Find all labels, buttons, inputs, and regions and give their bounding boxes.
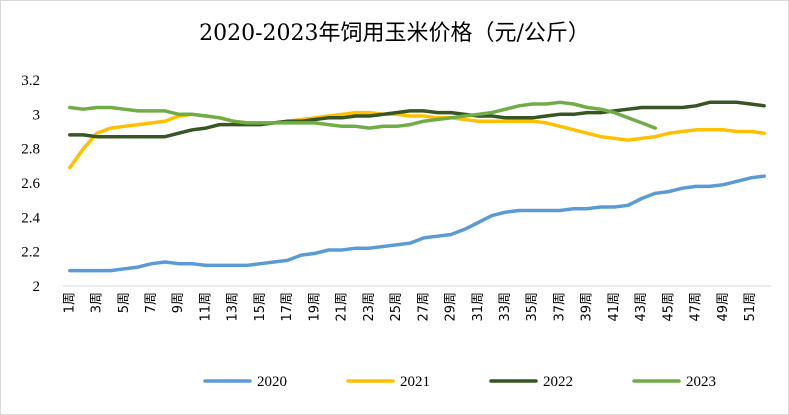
series-lines [68, 100, 766, 273]
y-tick-label: 2.2 [21, 245, 40, 261]
chart-title: 2020-2023年饲用玉米价格（元/公斤） [199, 21, 590, 46]
x-tick-label: 15周 [253, 292, 268, 322]
x-tick-label: 33周 [498, 292, 513, 322]
x-tick-label: 35周 [525, 292, 540, 322]
series-line-2023 [68, 100, 658, 130]
legend-label-2022: 2022 [543, 374, 573, 390]
x-tick-label: 51周 [743, 292, 758, 322]
x-tick-label: 27周 [416, 292, 431, 322]
y-tick-label: 2.6 [21, 176, 40, 192]
x-tick-label: 9周 [171, 292, 186, 313]
y-tick-label: 3.2 [21, 73, 40, 89]
x-tick-label: 19周 [307, 292, 322, 322]
x-axis-ticks: 1周 3周 5周 7周 9周 11周 13周 15周 17周 19周 21周 23周 25周 27周 29周… [62, 292, 758, 322]
y-tick-label: 2 [33, 279, 41, 295]
y-tick-label: 3 [33, 107, 41, 123]
x-tick-label: 45周 [661, 292, 676, 322]
y-axis-ticks: 2 2.2 2.4 2.6 2.8 3 3.2 [21, 73, 40, 295]
x-tick-label: 23周 [362, 292, 377, 322]
x-tick-label: 11周 [198, 292, 213, 322]
x-tick-label: 21周 [335, 292, 350, 322]
x-tick-label: 5周 [117, 292, 132, 313]
x-tick-label: 37周 [552, 292, 567, 322]
x-tick-label: 3周 [90, 292, 105, 313]
x-tick-label: 31周 [471, 292, 486, 322]
x-tick-label: 41周 [607, 292, 622, 322]
legend-label-2020: 2020 [257, 374, 287, 390]
series-line-2021 [68, 110, 766, 170]
x-tick-label: 13周 [226, 292, 241, 322]
x-tick-label: 47周 [689, 292, 704, 322]
x-tick-label: 39周 [580, 292, 595, 322]
x-tick-label: 17周 [280, 292, 295, 322]
legend-label-2021: 2021 [400, 374, 430, 390]
x-tick-label: 7周 [144, 292, 159, 313]
x-tick-label: 1周 [62, 292, 77, 313]
x-tick-label: 29周 [444, 292, 459, 322]
legend-label-2023: 2023 [686, 374, 716, 390]
x-tick-label: 43周 [634, 292, 649, 322]
series-line-2020 [68, 174, 766, 273]
legend: 2020 2021 2022 2023 [203, 374, 716, 390]
series-line-2022 [68, 100, 766, 139]
y-tick-label: 2.8 [21, 142, 40, 158]
y-tick-label: 2.4 [21, 210, 40, 226]
x-tick-label: 49周 [716, 292, 731, 322]
x-tick-label: 25周 [389, 292, 404, 322]
